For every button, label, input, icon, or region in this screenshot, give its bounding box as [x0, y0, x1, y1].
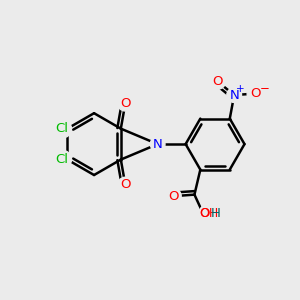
- Circle shape: [167, 189, 181, 203]
- Text: O: O: [120, 97, 130, 110]
- Circle shape: [227, 88, 242, 102]
- Text: N: N: [229, 88, 239, 102]
- Text: O: O: [200, 207, 210, 220]
- Circle shape: [118, 177, 133, 192]
- Text: O: O: [169, 190, 179, 202]
- Circle shape: [199, 204, 218, 223]
- Text: Cl: Cl: [56, 122, 68, 135]
- Text: +: +: [236, 84, 245, 94]
- Text: N: N: [153, 138, 163, 151]
- Text: O: O: [213, 75, 223, 88]
- Circle shape: [211, 74, 225, 89]
- Circle shape: [52, 150, 71, 169]
- Text: O: O: [250, 87, 261, 100]
- Circle shape: [52, 119, 71, 138]
- Circle shape: [247, 83, 268, 104]
- Text: H: H: [211, 207, 220, 220]
- Text: O: O: [120, 178, 130, 191]
- Text: −: −: [260, 82, 270, 95]
- Text: Cl: Cl: [56, 153, 68, 166]
- Circle shape: [118, 96, 133, 111]
- Circle shape: [150, 137, 165, 152]
- Text: OH: OH: [199, 207, 218, 220]
- Circle shape: [199, 204, 218, 223]
